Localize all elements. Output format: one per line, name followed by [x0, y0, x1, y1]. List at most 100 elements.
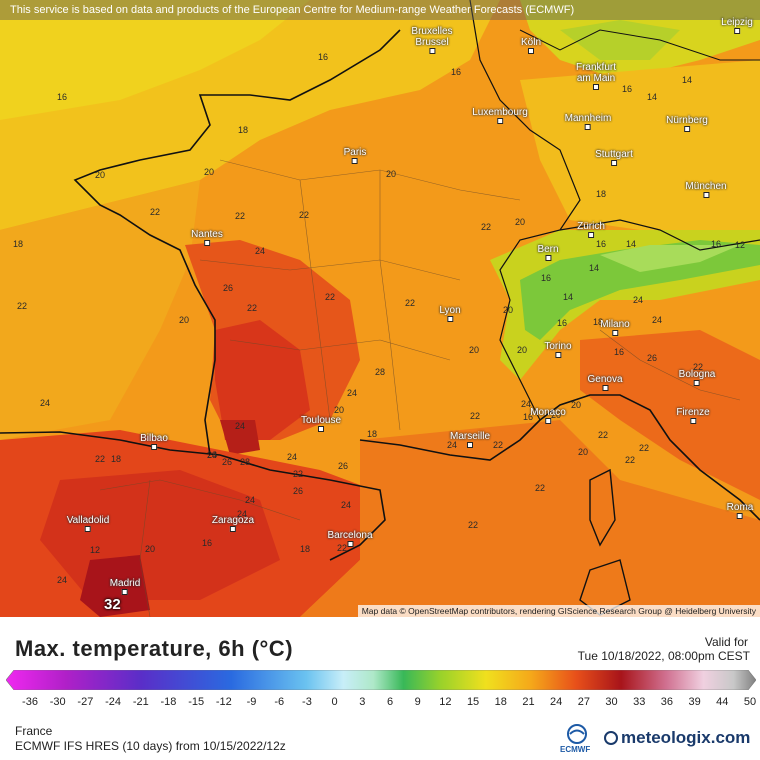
valid-time: Tue 10/18/2022, 08:00pm CEST	[577, 649, 750, 663]
model-run: ECMWF IFS HRES (10 days) from 10/15/2022…	[15, 739, 286, 753]
isotherm-label: 22	[469, 411, 481, 421]
isotherm-label: 24	[446, 440, 458, 450]
isotherm-label: 18	[299, 544, 311, 554]
isotherm-label: 28	[206, 450, 218, 460]
isotherm-label: 26	[221, 457, 233, 467]
scale-tick: -12	[215, 696, 232, 708]
city-marker	[230, 526, 236, 532]
city-zaragoza: Zaragoza	[212, 515, 254, 532]
city-lyon: Lyon	[439, 305, 461, 322]
isotherm-label: 22	[16, 301, 28, 311]
isotherm-label: 16	[450, 67, 462, 77]
city-marker	[592, 84, 599, 90]
city-k-ln: Köln	[521, 37, 541, 54]
city-paris: Paris	[344, 147, 366, 164]
city-marker	[466, 442, 473, 448]
city-marker	[204, 240, 210, 246]
isotherm-label: 20	[516, 345, 528, 355]
isotherm-label: 24	[244, 495, 256, 505]
isotherm-label: 24	[236, 509, 248, 519]
isotherm-label: 22	[336, 543, 348, 553]
isotherm-label: 20	[385, 169, 397, 179]
isotherm-label: 22	[292, 469, 304, 479]
city-marker	[428, 48, 435, 54]
city-marker	[602, 385, 608, 391]
isotherm-label: 28	[239, 457, 251, 467]
city-stuttgart: Stuttgart	[595, 149, 633, 166]
city-marker	[544, 418, 551, 424]
scale-tick: 39	[688, 696, 701, 708]
isotherm-label: 16	[710, 239, 722, 249]
isotherm-label: 14	[681, 75, 693, 85]
max-temperature-label: 32	[104, 596, 121, 613]
isotherm-label: 22	[597, 430, 609, 440]
isotherm-label: 20	[333, 405, 345, 415]
city-valladolid: Valladolid	[67, 515, 109, 532]
isotherm-label: 14	[588, 263, 600, 273]
isotherm-label: 16	[540, 273, 552, 283]
isotherm-label: 26	[292, 486, 304, 496]
isotherm-label: 14	[562, 292, 574, 302]
isotherm-label: 20	[144, 544, 156, 554]
city-firenze: Firenze	[676, 407, 710, 424]
isotherm-label: 22	[404, 298, 416, 308]
isotherm-label: 22	[467, 520, 479, 530]
scale-tick-labels: -36 -30 -27 -24 -21 -18 -15 -12 -9 -6 -3 0 3 6 9 12 15 18…	[0, 696, 760, 710]
isotherm-label: 22	[324, 292, 336, 302]
city-marker	[527, 48, 534, 54]
isotherm-label: 18	[366, 429, 378, 439]
city-mannheim: Mannheim	[565, 113, 611, 130]
isotherm-label: 24	[286, 452, 298, 462]
temperature-map[interactable]: This service is based on data and produc…	[0, 0, 760, 617]
isotherm-label: 24	[254, 246, 266, 256]
city-luxembourg: Luxembourg	[472, 107, 528, 124]
isotherm-label: 26	[222, 283, 234, 293]
scale-tick: -18	[160, 696, 177, 708]
isotherm-label: 16	[621, 84, 633, 94]
scale-tick: 24	[550, 696, 563, 708]
scale-tick: 18	[494, 696, 507, 708]
city-marker	[693, 380, 700, 386]
isotherm-label: 22	[94, 454, 106, 464]
city-z-rich: Zürich	[577, 221, 605, 238]
scale-tick: 9	[414, 696, 421, 708]
isotherm-label: 22	[246, 303, 258, 313]
color-scale-bar	[6, 670, 756, 690]
isotherm-label: 22	[692, 362, 704, 372]
city-genova: Genova	[587, 374, 623, 391]
isotherm-label: 16	[556, 318, 568, 328]
city-nantes: Nantes	[191, 229, 223, 246]
scale-tick: 36	[660, 696, 674, 708]
city-milano: Milano	[600, 319, 630, 336]
city-marker	[587, 232, 594, 238]
scale-tick: -24	[105, 696, 122, 708]
isotherm-label: 24	[340, 500, 352, 510]
ecmwf-notice: This service is based on data and produc…	[0, 0, 760, 20]
valid-for-label: Valid for	[704, 635, 748, 649]
city-bilbao: Bilbao	[140, 433, 168, 450]
parameter-title: Max. temperature, 6h (°C)	[15, 636, 294, 661]
ecmwf-logo-icon[interactable]	[560, 722, 594, 756]
isotherm-label: 22	[298, 210, 310, 220]
meteologix-logo[interactable]: meteologix.com	[604, 728, 750, 748]
city-marker	[689, 418, 696, 424]
isotherm-label: 16	[613, 347, 625, 357]
city-bern: Bern	[537, 244, 559, 261]
map-attribution[interactable]: Map data © OpenStreetMap contributors, r…	[357, 605, 760, 617]
city-marker	[351, 158, 358, 164]
city-marker	[121, 589, 128, 595]
isotherm-label: 18	[12, 239, 24, 249]
city-marker	[545, 255, 551, 261]
isotherm-label: 16	[317, 52, 329, 62]
isotherm-label: 20	[178, 315, 190, 325]
isotherm-label: 24	[632, 295, 644, 305]
city-toulouse: Toulouse	[301, 415, 341, 432]
city-marker	[497, 118, 503, 124]
isotherm-label: 20	[550, 410, 562, 420]
scale-tick: 6	[386, 696, 394, 708]
isotherm-label: 14	[646, 92, 658, 102]
scale-tick: -21	[132, 696, 149, 708]
city-marker	[446, 316, 453, 322]
city-madrid: Madrid	[110, 578, 140, 595]
city-marker	[611, 160, 617, 166]
